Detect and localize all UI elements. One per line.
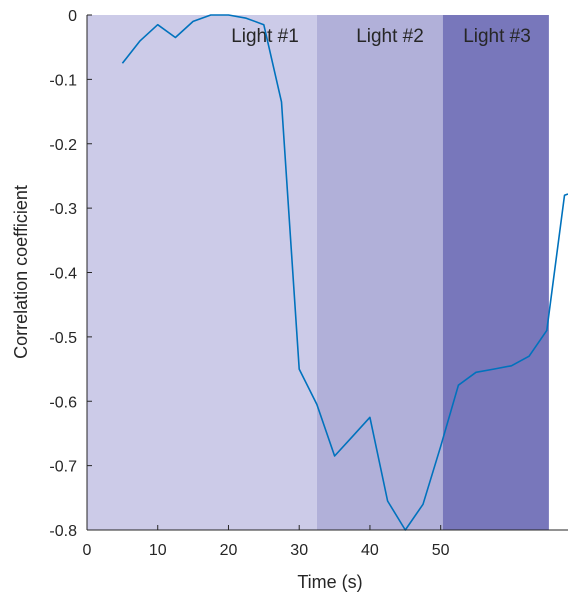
y-tick-label: -0.7 [49, 459, 77, 476]
y-tick-label: -0.5 [49, 330, 77, 347]
y-axis-label: Correlation coefficient [11, 185, 31, 359]
x-tick-label: 30 [290, 542, 308, 559]
light-region-label-1: Light #1 [231, 26, 299, 47]
x-tick-label: 10 [149, 542, 167, 559]
light-region-labels: Light #1 Light #2 Light #3 [231, 26, 531, 47]
series-line-1 [121, 14, 568, 531]
x-tick-label: 50 [432, 542, 450, 559]
x-tick-label: 20 [220, 542, 238, 559]
y-tick-label: -0.3 [49, 201, 77, 218]
light-region-label-3: Light #3 [463, 26, 531, 47]
x-axis-label: Time (s) [297, 572, 362, 592]
y-tick-label: -0.2 [49, 137, 77, 154]
y-tick-label: -0.1 [49, 72, 77, 89]
y-axis-ticks: 0 -0.1 -0.2 -0.3 -0.4 -0.5 -0.6 -0.7 -0.8 [49, 8, 92, 540]
light-regions [87, 15, 549, 530]
light-region-2 [316, 15, 443, 530]
x-tick-label: 40 [361, 542, 379, 559]
light-region-1 [87, 15, 317, 530]
data-series [121, 14, 568, 531]
x-axis-ticks: 0 10 20 30 40 50 [83, 525, 450, 559]
light-region-3 [442, 15, 549, 530]
y-tick-label: -0.4 [49, 266, 77, 283]
light-region-label-2: Light #2 [356, 26, 424, 47]
y-tick-label: -0.8 [49, 523, 77, 540]
y-tick-label: 0 [68, 8, 77, 25]
y-tick-label: -0.6 [49, 394, 77, 411]
x-tick-label: 0 [83, 542, 92, 559]
